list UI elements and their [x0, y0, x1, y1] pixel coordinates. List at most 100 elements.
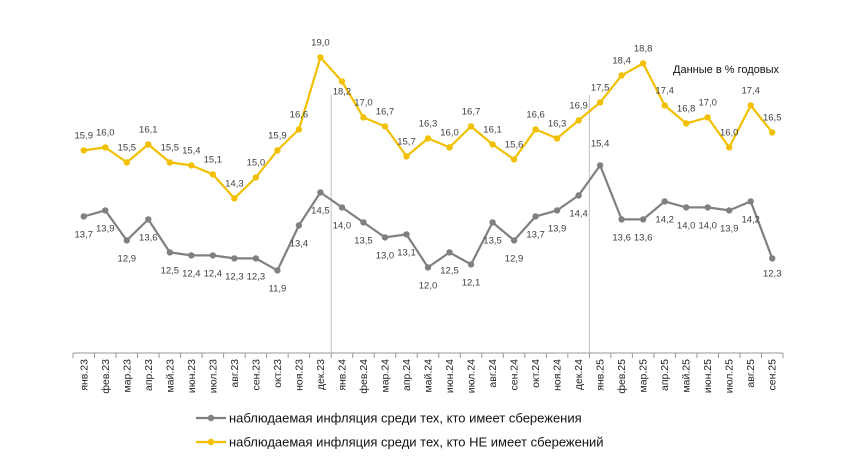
series-2-point: [360, 114, 367, 121]
series-1-point: [123, 237, 130, 244]
series-1-point: [424, 264, 432, 271]
series-1-data-label: 12,3: [225, 271, 244, 282]
series-1-point: [553, 207, 561, 214]
x-tick-label: май.24: [423, 359, 435, 393]
series-2-point: [209, 171, 217, 178]
series-2-point: [726, 144, 733, 151]
x-tick-label: май.25: [681, 359, 693, 393]
series-2-point: [553, 135, 561, 142]
series-1-point: [682, 204, 690, 211]
series-1-data-label: 12,3: [247, 271, 266, 282]
series-1-point: [510, 237, 518, 244]
series-2-data-label: 15,7: [397, 136, 416, 147]
series-2-data-label: 16,0: [440, 127, 459, 138]
x-tick-label: апр.25: [659, 359, 671, 391]
series-2-data-label: 15,9: [268, 130, 287, 141]
series-1-data-label: 14,5: [311, 205, 330, 216]
series-2-data-label: 18,2: [333, 86, 352, 97]
series-1-point: [338, 204, 346, 211]
x-tick-label: сен.23: [250, 359, 262, 391]
series-2-point: [188, 162, 195, 169]
x-tick-label: дек.23: [315, 359, 327, 390]
series-1-point: [446, 249, 453, 256]
legend: наблюдаемая инфляция среди тех, кто имее…: [196, 411, 604, 450]
x-tick-label: апр.23: [143, 359, 155, 391]
data-labels-layer: 13,713,912,913,612,5 12,4 12,4 12,3 12,311,9…: [75, 37, 782, 294]
series-1-data-label: 14,2: [741, 214, 760, 225]
series-2-data-label: 16,3: [419, 118, 438, 129]
series-1-point: [231, 255, 238, 262]
series-2-data-label: 18,4: [612, 55, 631, 66]
series-2-point: [596, 99, 604, 106]
x-tick-label: сен.24: [509, 359, 521, 391]
series-2-data-label: 15,1: [204, 154, 223, 165]
series-1-data-label: 12,5: [161, 265, 180, 276]
x-tick-labels: янв.23 фев.23 мар.23 апр.23 май.23 июн.23 июл.…: [78, 359, 778, 394]
series-1-data-label: 13,9: [720, 223, 739, 234]
series-2-point: [747, 102, 754, 109]
series-2-point: [80, 147, 87, 154]
series-1-point: [403, 231, 410, 238]
series-1-point: [596, 162, 604, 169]
legend-label: наблюдаемая инфляция среди тех, кто имее…: [229, 411, 582, 426]
series-1-data-label: 12,4: [204, 268, 223, 279]
series-1-point: [747, 198, 754, 205]
series-2-data-label: 15,6: [505, 139, 524, 150]
x-tick-label: ноя.24: [552, 359, 564, 391]
series-2-point: [231, 195, 238, 202]
series-1-data-label: 12,1: [462, 277, 481, 288]
series-2-data-label: 16,9: [569, 100, 588, 111]
series-1-point: [618, 216, 625, 223]
series-2-data-label: 16,5: [763, 112, 782, 123]
x-tick-label: июл.25: [724, 359, 736, 393]
series-2-point: [446, 144, 453, 151]
series-1-data-label: 12,9: [118, 253, 137, 264]
series-2-data-label: 17,0: [698, 97, 717, 108]
series-2-point: [467, 123, 475, 130]
series-2-point: [145, 141, 152, 148]
series-1-data-label: 13,7: [526, 229, 545, 240]
series-1-data-label: 13,7: [75, 229, 94, 240]
series-2-point: [274, 147, 281, 154]
series-2-data-label: 19,0: [311, 37, 330, 48]
series-1-data-label: 14,4: [569, 208, 588, 219]
series-1-data-label: 14,0: [677, 220, 696, 231]
series-1-data-label: 13,6: [612, 232, 631, 243]
series-1-point: [726, 207, 733, 214]
series-2-point: [295, 126, 303, 133]
series-2: [80, 54, 776, 202]
series-1-point: [209, 252, 217, 259]
series-1-data-label: 13,4: [290, 238, 309, 249]
series-2-data-label: 17,5: [591, 82, 610, 93]
legend-item-1: наблюдаемая инфляция среди тех, кто имее…: [196, 411, 582, 426]
series-1-data-label: 13,6: [139, 232, 158, 243]
x-tick-label: авг.23: [229, 359, 241, 388]
series-2-point: [338, 78, 346, 85]
series-2-data-label: 16,1: [139, 124, 158, 135]
series-1: [80, 162, 776, 274]
series-1-point: [295, 222, 303, 229]
series-2-point: [166, 159, 174, 166]
series-1-point: [467, 261, 475, 268]
series-1-point: [381, 234, 389, 241]
series-2-data-label: 17,0: [354, 97, 373, 108]
series-2-point: [123, 159, 130, 166]
series-1-data-label: 12,5: [440, 265, 459, 276]
series-2-point: [704, 114, 711, 121]
x-tick-label: янв.23: [78, 359, 90, 391]
series-2-data-label: 14,3: [225, 178, 244, 189]
x-tick-label: ноя.23: [293, 359, 305, 391]
series-1-point: [661, 198, 668, 205]
series-1-data-label: 13,5: [483, 235, 502, 246]
series-layer: [80, 54, 776, 274]
series-1-point: [252, 255, 260, 262]
series-2-point: [532, 126, 539, 133]
x-tick-label: дек.24: [573, 359, 585, 390]
series-1-point: [80, 213, 87, 220]
series-1-data-label: 13,9: [548, 223, 567, 234]
series-2-data-label: 16,7: [376, 106, 395, 117]
units-note: Данные в % годовых: [673, 64, 779, 76]
series-1-data-label: 14,0: [698, 220, 717, 231]
x-tick-label: окт.23: [272, 359, 284, 388]
series-2-data-label: 16,6: [526, 109, 545, 120]
